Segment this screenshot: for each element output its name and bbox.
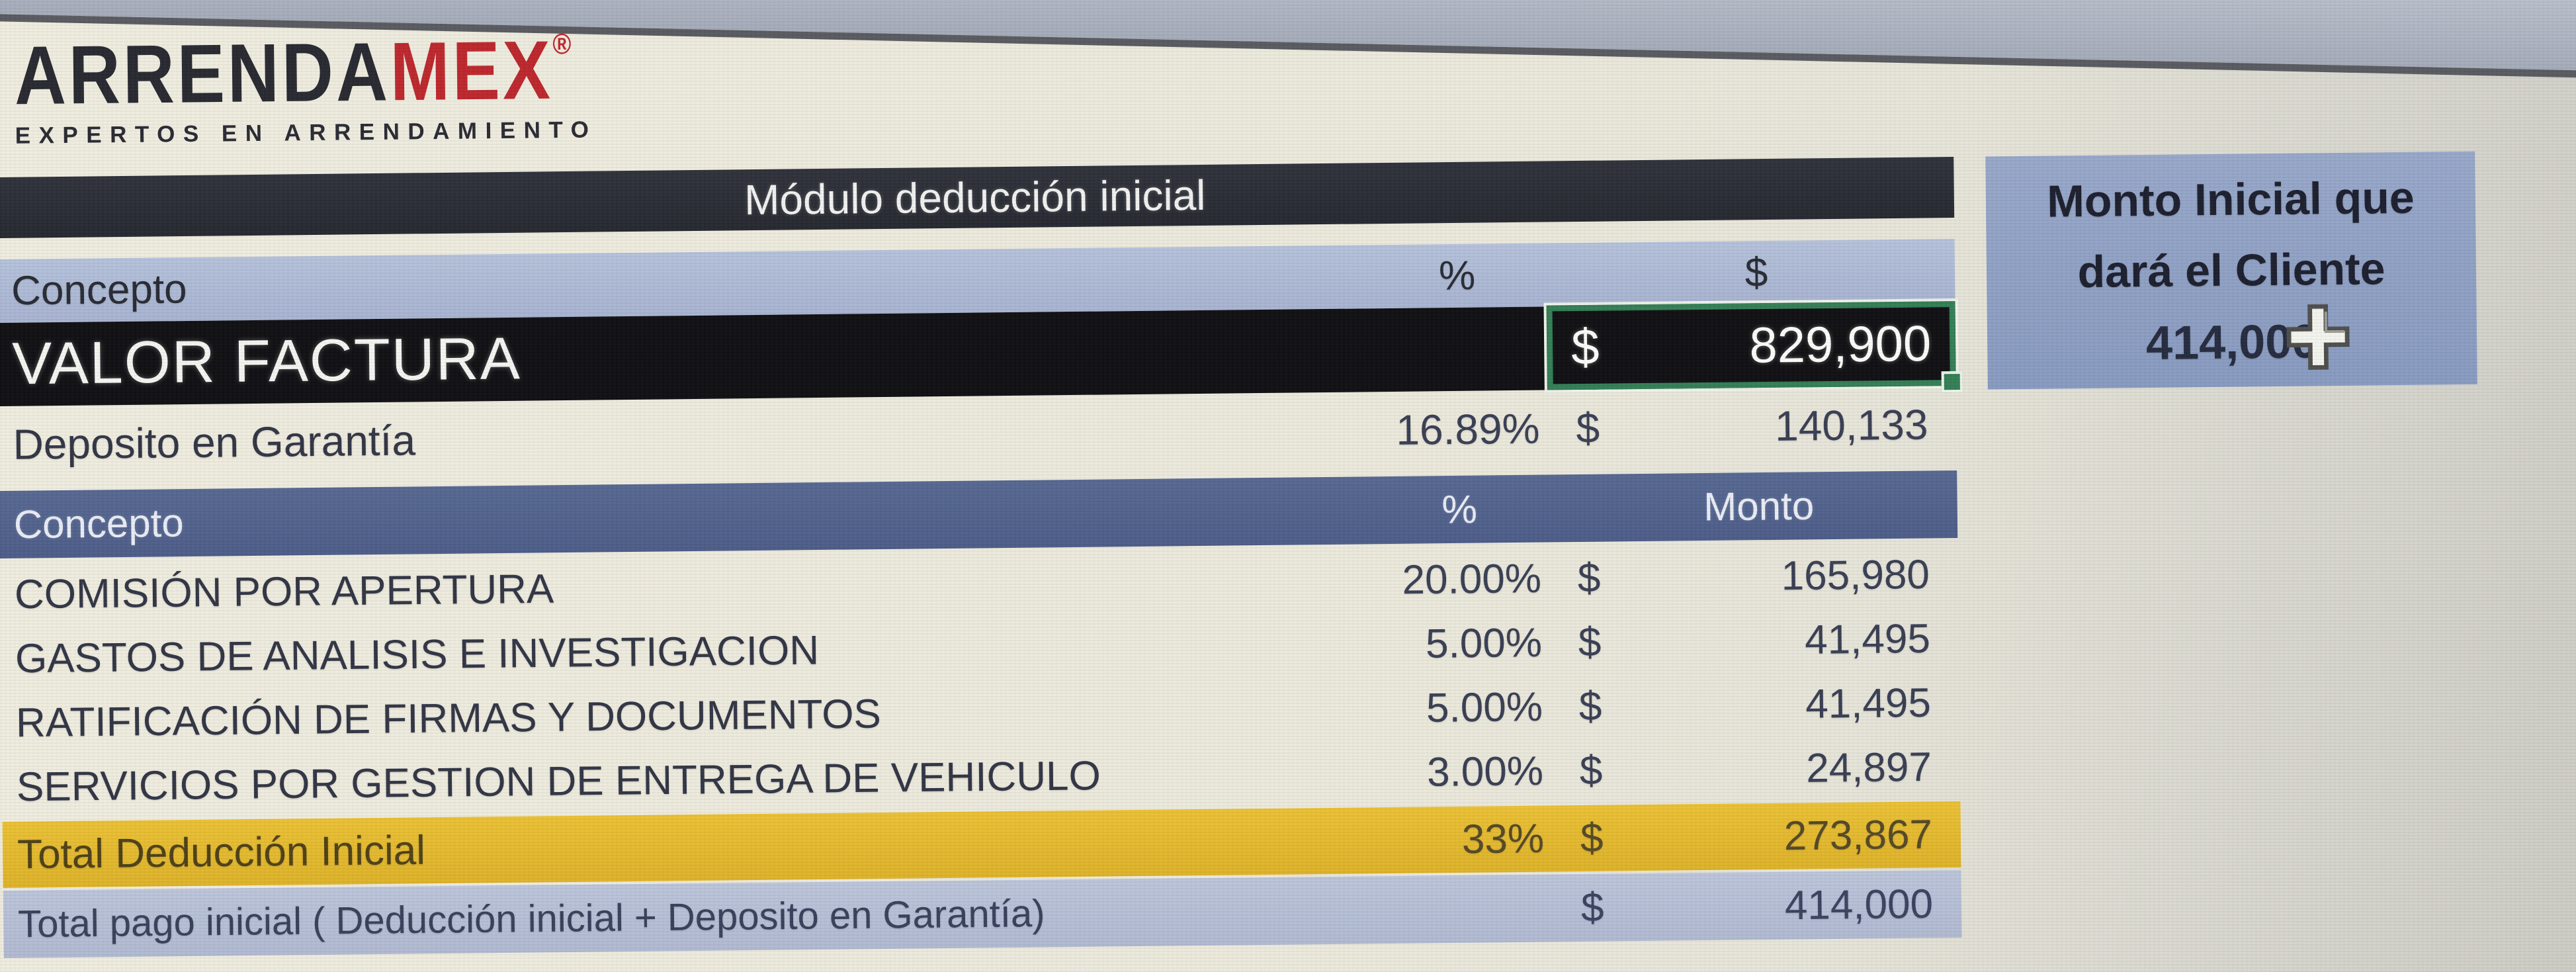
- fee-amount[interactable]: 41,495: [1804, 615, 1931, 663]
- selection-fill-handle[interactable]: [1941, 371, 1963, 393]
- total-deduccion-percent[interactable]: 33%: [1461, 816, 1545, 863]
- logo-tagline: EXPERTOS EN ARRENDAMIENTO: [15, 116, 597, 149]
- table1-header-percent[interactable]: %: [1438, 253, 1476, 299]
- fee-percent[interactable]: 3.00%: [1426, 748, 1544, 795]
- table2-header-percent[interactable]: %: [1441, 487, 1478, 532]
- fee-amount[interactable]: 41,495: [1805, 680, 1932, 727]
- fee-amount[interactable]: 165,980: [1781, 551, 1930, 599]
- registered-trademark-icon: ®: [552, 28, 572, 61]
- logo-wordmark: ARRENDAMEX®: [14, 23, 610, 122]
- fee-label: GASTOS DE ANALISIS E INVESTIGACION: [15, 627, 820, 682]
- monto-inicial-panel[interactable]: Monto Inicial que dará el Cliente 414,00…: [1985, 151, 2477, 390]
- total-deduccion-label: Total Deducción Inicial: [17, 827, 426, 878]
- selected-cell-valor-factura-amount[interactable]: $ 829,900: [1543, 298, 1963, 393]
- panel-line1: Monto Inicial que: [2046, 172, 2415, 227]
- currency-symbol: $: [1580, 815, 1604, 862]
- fee-percent[interactable]: 20.00%: [1402, 555, 1542, 603]
- currency-symbol: $: [1578, 619, 1602, 666]
- table2-header-concepto[interactable]: Concepto: [13, 500, 185, 547]
- table2-header-monto[interactable]: Monto: [1703, 483, 1815, 529]
- currency-symbol: $: [1570, 319, 1600, 376]
- excel-plus-cursor: [2286, 304, 2350, 370]
- total-pago-amount[interactable]: 414,000: [1784, 881, 1934, 929]
- fee-percent[interactable]: 5.00%: [1425, 619, 1543, 667]
- arrendamex-logo: ARRENDAMEX® EXPERTOS EN ARRENDAMIENTO: [14, 23, 611, 149]
- deposito-percent[interactable]: 16.89%: [1396, 404, 1540, 454]
- logo-primary-text: ARRENDA: [14, 24, 391, 122]
- deposito-label: Deposito en Garantía: [13, 416, 416, 468]
- currency-symbol: $: [1577, 554, 1601, 601]
- module-title-bar[interactable]: Módulo deducción inicial: [0, 157, 1955, 239]
- currency-symbol: $: [1578, 683, 1602, 730]
- valor-factura-label: VALOR FACTURA: [11, 326, 522, 398]
- fee-amount[interactable]: 24,897: [1805, 744, 1932, 791]
- table1-header-amount[interactable]: $: [1744, 249, 1768, 296]
- total-deduccion-amount[interactable]: 273,867: [1783, 811, 1933, 860]
- deposito-amount[interactable]: 140,133: [1774, 400, 1928, 450]
- currency-symbol: $: [1579, 747, 1603, 794]
- table1-header-concepto[interactable]: Concepto: [11, 266, 187, 314]
- fee-label: COMISIÓN POR APERTURA: [14, 566, 554, 617]
- fee-percent[interactable]: 5.00%: [1426, 684, 1543, 731]
- total-pago-label: Total pago inicial ( Deducción inicial +…: [17, 891, 1045, 946]
- fee-label: RATIFICACIÓN DE FIRMAS Y DOCUMENTOS: [15, 691, 882, 746]
- page-title: Módulo deducción inicial: [744, 171, 1206, 224]
- currency-symbol: $: [1580, 885, 1604, 931]
- valor-factura-amount: 829,900: [1749, 315, 1932, 374]
- fee-label: SERVICIOS POR GESTION DE ENTREGA DE VEHI…: [16, 752, 1101, 810]
- currency-symbol: $: [1576, 404, 1600, 453]
- logo-accent-text: MEX: [390, 23, 554, 118]
- panel-line2: dará el Cliente: [2077, 243, 2385, 298]
